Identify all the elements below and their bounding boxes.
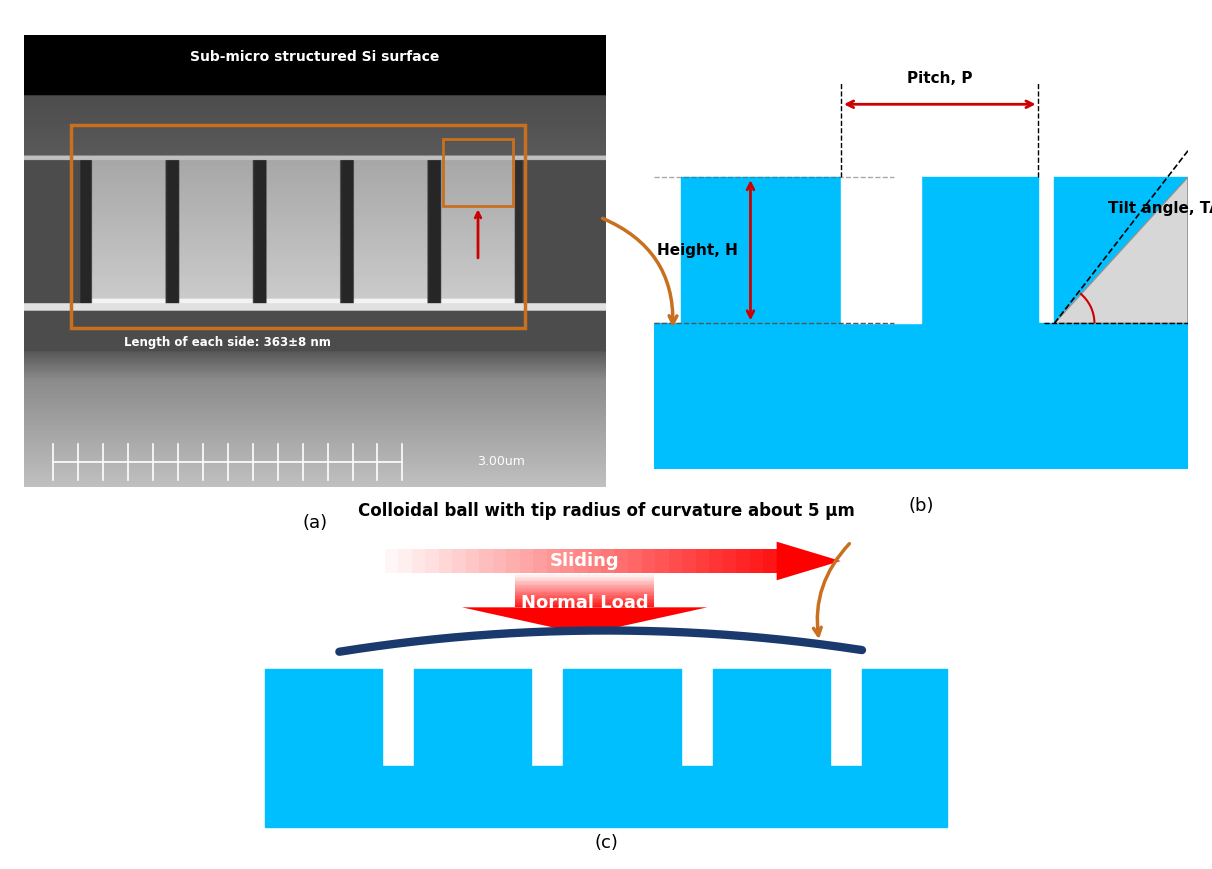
Bar [444, 139, 513, 207]
Polygon shape [547, 549, 560, 573]
Polygon shape [520, 549, 533, 573]
Polygon shape [515, 600, 654, 601]
Polygon shape [736, 549, 750, 573]
Polygon shape [507, 549, 520, 573]
Polygon shape [696, 549, 709, 573]
Polygon shape [480, 549, 493, 573]
Text: (b): (b) [908, 497, 934, 514]
Bar [264, 766, 948, 827]
Polygon shape [574, 549, 588, 573]
Polygon shape [515, 592, 654, 594]
Text: Colloidal ball with tip radius of curvature about 5 μm: Colloidal ball with tip radius of curvat… [358, 501, 854, 520]
Polygon shape [515, 575, 654, 577]
Bar [713, 669, 830, 766]
Polygon shape [515, 594, 654, 596]
Polygon shape [682, 549, 696, 573]
Text: Normal Load: Normal Load [521, 594, 648, 613]
Polygon shape [515, 605, 654, 606]
Text: Tilt angle, TA: Tilt angle, TA [1108, 201, 1212, 216]
Polygon shape [669, 549, 682, 573]
Polygon shape [462, 607, 708, 634]
Polygon shape [412, 549, 425, 573]
Polygon shape [533, 549, 547, 573]
Polygon shape [515, 598, 654, 599]
Polygon shape [515, 599, 654, 600]
Polygon shape [515, 585, 654, 587]
FancyArrowPatch shape [813, 544, 850, 635]
Polygon shape [515, 577, 654, 578]
Polygon shape [654, 549, 669, 573]
Polygon shape [465, 549, 480, 573]
Text: Sub-micro structured Si surface: Sub-micro structured Si surface [190, 50, 440, 64]
Polygon shape [493, 549, 507, 573]
Polygon shape [515, 578, 654, 580]
Polygon shape [515, 601, 654, 603]
Text: Sliding: Sliding [550, 552, 619, 570]
Bar [564, 669, 681, 766]
Polygon shape [601, 549, 614, 573]
Polygon shape [641, 549, 654, 573]
Polygon shape [515, 603, 654, 605]
Bar [415, 669, 531, 766]
Bar [264, 669, 382, 766]
Polygon shape [709, 549, 722, 573]
Polygon shape [777, 541, 841, 580]
Polygon shape [399, 549, 412, 573]
Bar [70, 125, 525, 328]
Text: (a): (a) [303, 514, 327, 532]
Polygon shape [439, 549, 452, 573]
Polygon shape [425, 549, 439, 573]
Polygon shape [515, 580, 654, 582]
Bar [841, 177, 921, 323]
Text: 3.00um: 3.00um [478, 455, 525, 468]
Polygon shape [515, 606, 654, 607]
Polygon shape [515, 589, 654, 591]
Polygon shape [515, 596, 654, 598]
Polygon shape [452, 549, 465, 573]
Bar [921, 177, 1039, 323]
Polygon shape [614, 549, 628, 573]
Polygon shape [560, 549, 574, 573]
Bar [654, 323, 1188, 469]
Polygon shape [515, 591, 654, 592]
Bar [862, 669, 948, 766]
Text: (c): (c) [594, 834, 618, 852]
Bar [1054, 177, 1188, 323]
Polygon shape [588, 549, 601, 573]
Polygon shape [1054, 177, 1188, 323]
Text: Height, H: Height, H [657, 242, 738, 258]
Text: Length of each side: 363±8 nm: Length of each side: 363±8 nm [125, 335, 331, 348]
Polygon shape [515, 582, 654, 584]
Polygon shape [515, 584, 654, 585]
Polygon shape [515, 587, 654, 589]
Polygon shape [750, 549, 764, 573]
Polygon shape [628, 549, 641, 573]
Polygon shape [722, 549, 736, 573]
Text: Pitch, P: Pitch, P [907, 70, 972, 86]
Polygon shape [764, 549, 777, 573]
Polygon shape [1054, 177, 1188, 323]
Bar [681, 177, 841, 323]
FancyArrowPatch shape [602, 218, 676, 323]
